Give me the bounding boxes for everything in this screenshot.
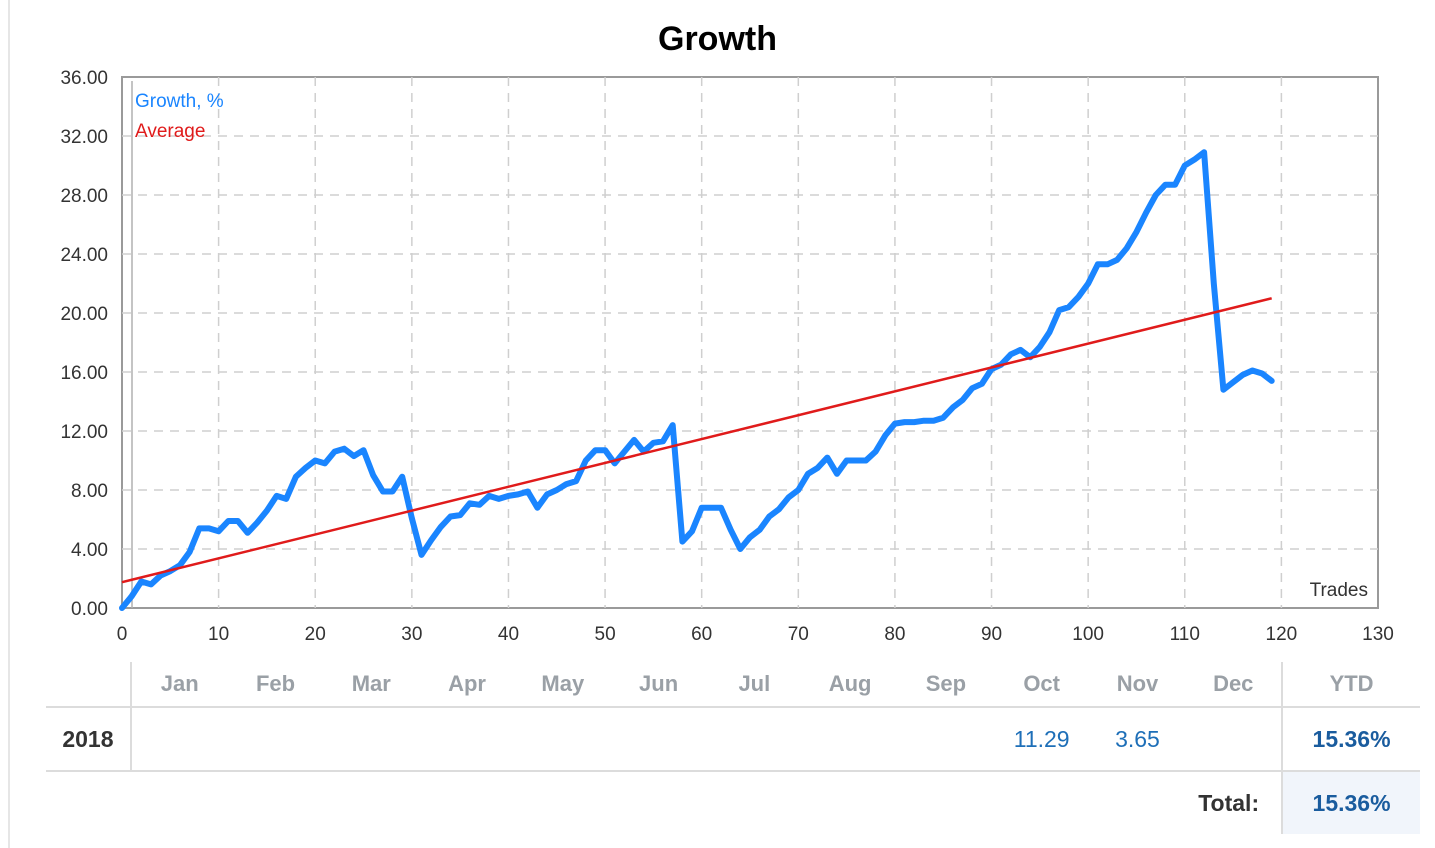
year-column-header bbox=[46, 662, 132, 707]
y-tick-label: 36.00 bbox=[60, 68, 108, 89]
month-header-may: May bbox=[541, 671, 585, 696]
y-tick-label: 12.00 bbox=[60, 422, 108, 443]
total-value: 15.36% bbox=[1281, 771, 1420, 834]
x-tick-label: 50 bbox=[595, 624, 616, 645]
month-value-sep bbox=[897, 706, 994, 772]
month-header-apr: Apr bbox=[448, 671, 486, 696]
x-tick-label: 80 bbox=[884, 624, 905, 645]
x-tick-label: 0 bbox=[117, 624, 128, 645]
table-row: 2018 11.29 3.65 15.36% bbox=[46, 706, 1420, 772]
x-tick-label: 40 bbox=[498, 624, 519, 645]
x-tick-label: 130 bbox=[1362, 624, 1394, 645]
month-header-aug: Aug bbox=[828, 671, 872, 696]
left-border-rule bbox=[8, 0, 10, 848]
x-tick-label: 10 bbox=[208, 624, 229, 645]
month-header-oct: Oct bbox=[1023, 671, 1060, 696]
month-value-jun bbox=[610, 706, 707, 772]
month-value-mar bbox=[323, 706, 420, 772]
y-tick-label: 0.00 bbox=[71, 599, 108, 620]
x-tick-label: 120 bbox=[1266, 624, 1298, 645]
x-tick-label: 110 bbox=[1170, 624, 1200, 645]
month-header-dec: Dec bbox=[1213, 671, 1254, 696]
month-header-row: Jan Feb Mar Apr May Jun Jul Aug Sep Oct … bbox=[46, 662, 1420, 707]
x-tick-label: 70 bbox=[788, 624, 809, 645]
growth-chart: 0 10 20 30 40 50 60 70 80 90 100 110 120 130 0.00 4.00 8… bbox=[60, 68, 1394, 645]
total-label: Total: bbox=[1198, 789, 1260, 816]
month-value-feb bbox=[227, 706, 324, 772]
legend-entry-growth: Growth, % bbox=[135, 91, 224, 112]
plot-area bbox=[121, 76, 1379, 609]
total-row: Total: 15.36% bbox=[46, 771, 1420, 834]
month-value-aug bbox=[802, 706, 898, 772]
month-header-sep: Sep bbox=[925, 671, 967, 696]
month-value-jan bbox=[130, 706, 228, 772]
month-value-nov[interactable]: 3.65 bbox=[1089, 706, 1186, 772]
x-tick-label: 90 bbox=[981, 624, 1002, 645]
x-tick-label: 100 bbox=[1072, 624, 1104, 645]
y-tick-label: 28.00 bbox=[60, 186, 108, 207]
chart-title: Growth bbox=[658, 20, 777, 58]
month-value-may bbox=[514, 706, 611, 772]
month-header-nov: Nov bbox=[1116, 671, 1159, 696]
x-tick-label: 30 bbox=[401, 624, 422, 645]
month-header-jan: Jan bbox=[160, 671, 199, 696]
month-header-jul: Jul bbox=[738, 671, 771, 696]
month-header-mar: Mar bbox=[351, 671, 391, 696]
y-tick-label: 32.00 bbox=[60, 127, 108, 148]
month-value-oct[interactable]: 11.29 bbox=[993, 706, 1090, 772]
month-value-jul bbox=[706, 706, 803, 772]
ytd-value: 15.36% bbox=[1281, 706, 1420, 772]
y-tick-label: 20.00 bbox=[60, 304, 108, 325]
x-axis-label: Trades bbox=[1310, 580, 1368, 601]
monthly-growth-table: Jan Feb Mar Apr May Jun Jul Aug Sep Oct … bbox=[46, 662, 1420, 834]
average-series-line bbox=[121, 297, 1272, 584]
y-tick-label: 8.00 bbox=[71, 481, 108, 502]
month-header-feb: Feb bbox=[255, 671, 296, 696]
y-tick-label: 24.00 bbox=[60, 245, 108, 266]
month-value-apr bbox=[419, 706, 515, 772]
x-tick-label: 60 bbox=[691, 624, 712, 645]
year-label: 2018 bbox=[46, 706, 132, 772]
y-tick-label: 4.00 bbox=[71, 540, 108, 561]
growth-series-line bbox=[119, 149, 1275, 611]
x-tick-label: 20 bbox=[305, 624, 326, 645]
y-tick-label: 16.00 bbox=[60, 363, 108, 384]
legend-entry-average: Average bbox=[135, 121, 205, 142]
month-value-dec bbox=[1185, 706, 1283, 772]
ytd-header: YTD bbox=[1281, 662, 1420, 707]
month-header-jun: Jun bbox=[639, 671, 679, 696]
